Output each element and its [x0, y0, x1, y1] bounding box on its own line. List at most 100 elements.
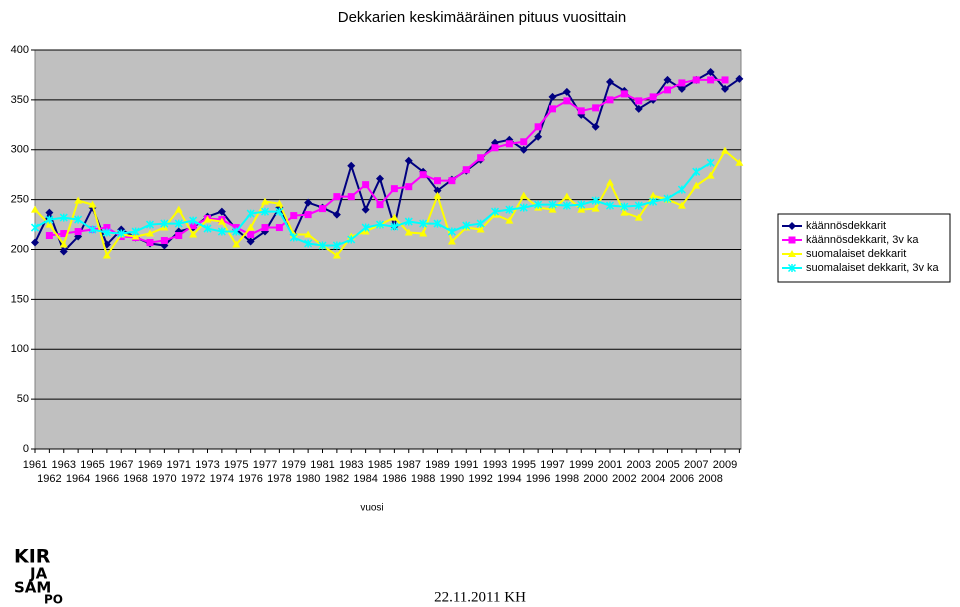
x-tick-label: 1969	[138, 459, 162, 471]
point	[519, 145, 528, 154]
point	[664, 86, 671, 94]
point	[275, 199, 284, 207]
point	[145, 220, 155, 229]
point	[203, 224, 212, 233]
point	[232, 240, 241, 248]
point	[390, 185, 398, 193]
point	[174, 205, 183, 213]
point	[347, 235, 356, 244]
point	[433, 219, 442, 228]
point	[376, 174, 384, 183]
chart-title: Dekkarien keskimääräinen pituus vuositta…	[338, 9, 626, 26]
point	[562, 192, 571, 200]
point	[304, 211, 312, 219]
x-tick-label: 2003	[627, 459, 651, 471]
x-tick-label: 1966	[95, 473, 119, 485]
point	[706, 171, 715, 179]
point	[361, 205, 370, 214]
point	[189, 230, 198, 238]
logo-line: JA	[29, 565, 48, 583]
x-tick-label: 2002	[612, 473, 636, 485]
point	[160, 237, 168, 245]
x-tick-label: 1992	[468, 473, 492, 485]
point	[490, 207, 500, 216]
point	[419, 229, 428, 237]
point	[189, 222, 197, 230]
point	[706, 158, 715, 167]
point	[735, 74, 744, 83]
point	[562, 87, 571, 96]
point	[275, 224, 283, 232]
x-tick-label: 1988	[411, 473, 435, 485]
point	[304, 239, 313, 248]
point	[45, 232, 53, 240]
point	[217, 207, 226, 216]
point	[721, 76, 729, 84]
point	[548, 200, 557, 209]
point	[663, 75, 672, 84]
point	[404, 217, 413, 226]
point	[562, 201, 571, 210]
point	[505, 205, 514, 214]
point	[548, 205, 557, 213]
point	[59, 240, 68, 248]
point	[390, 222, 399, 231]
x-tick-label: 2006	[670, 473, 694, 485]
x-tick-label: 1967	[109, 459, 133, 471]
point	[146, 239, 154, 247]
point	[74, 215, 83, 224]
point	[59, 213, 68, 222]
point	[88, 200, 97, 208]
x-tick-label: 1983	[339, 459, 363, 471]
point	[678, 79, 686, 87]
point	[577, 107, 585, 115]
point	[131, 232, 140, 240]
point	[788, 250, 796, 257]
point	[605, 201, 615, 210]
x-tick-label: 1981	[310, 459, 334, 471]
point	[419, 171, 427, 179]
x-tick-label: 1999	[569, 459, 593, 471]
point	[721, 84, 729, 93]
point	[375, 220, 385, 229]
point	[649, 197, 658, 206]
y-tick-label: 100	[11, 343, 29, 355]
point	[534, 200, 543, 209]
x-tick-label: 1964	[66, 473, 90, 485]
x-tick-label: 1980	[296, 473, 320, 485]
point	[649, 93, 657, 101]
point	[534, 132, 543, 141]
point	[232, 227, 241, 236]
point	[707, 76, 715, 84]
x-tick-label: 1962	[37, 473, 61, 485]
point	[788, 222, 796, 230]
y-tick-label: 350	[11, 94, 29, 106]
point	[189, 216, 198, 225]
y-tick-label: 250	[11, 194, 29, 206]
point	[447, 227, 456, 236]
point	[361, 223, 370, 232]
point	[692, 76, 700, 84]
x-tick-label: 1989	[425, 459, 449, 471]
point	[217, 217, 226, 225]
point	[434, 177, 441, 185]
point	[692, 167, 701, 176]
point	[404, 156, 413, 165]
point	[30, 223, 40, 232]
point	[45, 220, 54, 228]
point	[31, 205, 39, 213]
point	[59, 247, 68, 256]
point	[45, 208, 54, 217]
x-tick-label: 1996	[526, 473, 550, 485]
point	[476, 219, 485, 228]
x-tick-label: 1963	[52, 459, 76, 471]
point	[405, 183, 413, 191]
point	[706, 67, 715, 76]
point	[519, 203, 528, 212]
x-tick-label: 1998	[555, 473, 579, 485]
x-tick-label: 1987	[397, 459, 421, 471]
y-tick-label: 50	[17, 393, 29, 405]
point	[721, 146, 729, 154]
x-tick-label: 2000	[583, 473, 607, 485]
